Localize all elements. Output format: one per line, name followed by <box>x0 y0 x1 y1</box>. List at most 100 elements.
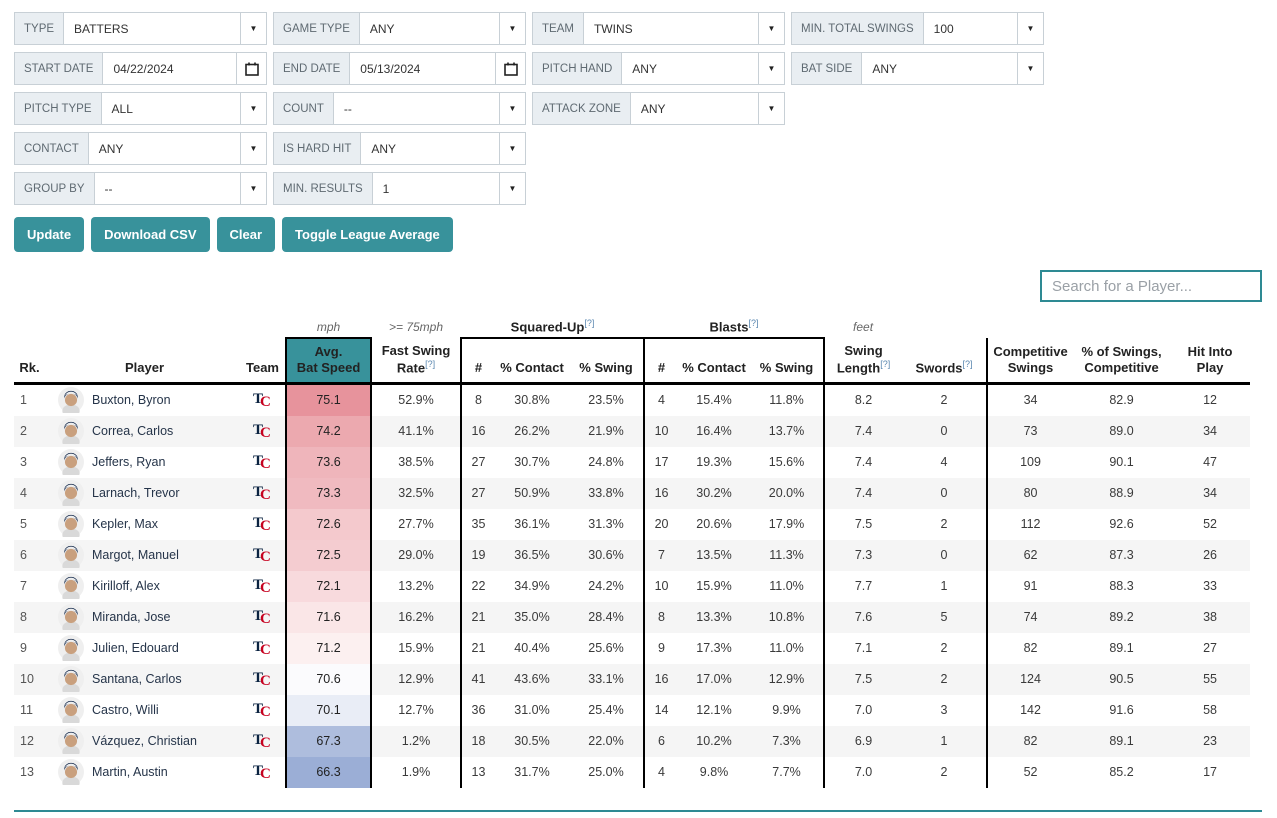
calendar-icon[interactable] <box>236 53 266 84</box>
col-blasts-swing[interactable]: % Swing <box>750 337 825 383</box>
player-name[interactable]: Correa, Carlos <box>92 424 174 438</box>
search-input[interactable] <box>1040 270 1262 302</box>
player-name[interactable]: Santana, Carlos <box>92 672 182 686</box>
col-squared-up-count[interactable]: # <box>460 337 495 383</box>
filter-value[interactable]: ALL <box>111 101 133 116</box>
filter-value[interactable]: -- <box>343 101 352 116</box>
fast-swing-rate-cell: 41.1% <box>398 424 434 438</box>
filter-control[interactable]: START DATE 04/22/2024 <box>14 52 267 85</box>
filter-value[interactable]: 1 <box>382 181 390 196</box>
chevron-down-icon[interactable]: ▼ <box>499 93 525 124</box>
rank-cell: 3 <box>20 455 27 469</box>
filter-value[interactable]: ANY <box>640 101 666 116</box>
help-icon[interactable]: [?] <box>880 358 891 369</box>
filter-control[interactable]: PITCH HAND ANY ▼ <box>532 52 785 85</box>
chevron-down-icon[interactable]: ▼ <box>240 13 266 44</box>
col-rank[interactable]: Rk. <box>19 360 40 376</box>
blasts-count-cell: 9 <box>643 632 679 664</box>
player-name[interactable]: Castro, Willi <box>92 703 159 717</box>
col-hit-into-play[interactable]: Hit Into Play <box>1187 344 1233 376</box>
col-fast-swing-rate[interactable]: Fast Swing Rate[?] <box>381 342 451 376</box>
action-button[interactable]: Toggle League Average <box>282 217 453 252</box>
calendar-icon[interactable] <box>495 53 525 84</box>
col-squared-up-swing[interactable]: % Swing <box>569 337 645 383</box>
col-swords[interactable]: Swords[?] <box>902 338 989 383</box>
chevron-down-icon[interactable]: ▼ <box>1017 13 1043 44</box>
filter-control[interactable]: GROUP BY -- ▼ <box>14 172 267 205</box>
chevron-down-icon[interactable]: ▼ <box>240 133 266 164</box>
col-pct-swings-competitive[interactable]: % of Swings, Competitive <box>1081 344 1162 376</box>
filter-control[interactable]: ATTACK ZONE ANY ▼ <box>532 92 785 125</box>
fast-swing-rate-cell: 27.7% <box>398 517 434 531</box>
filter-value[interactable]: ANY <box>872 61 898 76</box>
filter-control[interactable]: TYPE BATTERS ▼ <box>14 12 267 45</box>
filter-control[interactable]: PITCH TYPE ALL ▼ <box>14 92 267 125</box>
chevron-down-icon[interactable]: ▼ <box>499 133 525 164</box>
filter-control[interactable]: TEAM TWINS ▼ <box>532 12 785 45</box>
col-squared-up-contact[interactable]: % Contact <box>495 337 569 383</box>
help-icon[interactable]: [?] <box>748 318 759 329</box>
col-blasts-count[interactable]: # <box>643 337 679 383</box>
filter-control[interactable]: END DATE 05/13/2024 <box>273 52 526 85</box>
squared-up-group-label[interactable]: Squared-Up[?] <box>510 318 595 335</box>
player-name[interactable]: Kirilloff, Alex <box>92 579 160 593</box>
swing-length-cell: 7.5 <box>823 663 903 695</box>
squared-up-count-cell: 8 <box>460 383 495 416</box>
chevron-down-icon[interactable]: ▼ <box>758 53 784 84</box>
filter-control[interactable]: CONTACT ANY ▼ <box>14 132 267 165</box>
filter-value[interactable]: ANY <box>369 21 395 36</box>
filter-value[interactable]: ANY <box>632 61 657 76</box>
filter-value[interactable]: TWINS <box>593 21 633 36</box>
col-team[interactable]: Team <box>246 360 279 376</box>
blasts-swing-cell: 17.9% <box>768 517 805 531</box>
action-button[interactable]: Clear <box>216 217 276 252</box>
help-icon[interactable]: [?] <box>584 318 595 329</box>
help-icon[interactable]: [?] <box>425 358 436 369</box>
chevron-down-icon[interactable]: ▼ <box>240 173 266 204</box>
player-name[interactable]: Buxton, Byron <box>92 393 171 407</box>
squared-up-count-cell: 36 <box>460 694 495 726</box>
pct-swings-competitive-cell: 90.1 <box>1109 455 1134 469</box>
player-name[interactable]: Margot, Manuel <box>92 548 179 562</box>
player-name[interactable]: Kepler, Max <box>92 517 159 531</box>
filter-value[interactable]: 05/13/2024 <box>360 61 421 76</box>
filter-control[interactable]: COUNT -- ▼ <box>273 92 526 125</box>
chevron-down-icon[interactable]: ▼ <box>758 13 784 44</box>
player-name[interactable]: Miranda, Jose <box>92 610 171 624</box>
filter-value[interactable]: ANY <box>98 141 124 156</box>
player-name[interactable]: Vázquez, Christian <box>92 734 197 748</box>
filter-control[interactable]: IS HARD HIT ANY ▼ <box>273 132 526 165</box>
filter-value[interactable]: ANY <box>371 141 397 156</box>
filter-control[interactable]: MIN. TOTAL SWINGS 100 ▼ <box>791 12 1044 45</box>
filter-value[interactable]: -- <box>104 181 113 196</box>
help-icon[interactable]: [?] <box>962 358 973 369</box>
blasts-group-label[interactable]: Blasts[?] <box>709 318 759 335</box>
player-name[interactable]: Martin, Austin <box>92 765 168 779</box>
filter-value[interactable]: 04/22/2024 <box>113 61 174 76</box>
hit-into-play-cell: 12 <box>1203 393 1217 407</box>
blasts-count-cell: 14 <box>643 694 679 726</box>
filter-control[interactable]: GAME TYPE ANY ▼ <box>273 12 526 45</box>
col-swing-length[interactable]: Swing Length[?] <box>823 338 903 383</box>
chevron-down-icon[interactable]: ▼ <box>240 93 266 124</box>
player-name[interactable]: Julien, Edouard <box>92 641 179 655</box>
col-competitive-swings[interactable]: Competitive Swings <box>993 344 1068 376</box>
filter-control[interactable]: MIN. RESULTS 1 ▼ <box>273 172 526 205</box>
filter-control[interactable]: BAT SIDE ANY ▼ <box>791 52 1044 85</box>
blasts-swing-cell: 10.8% <box>768 610 805 624</box>
col-player[interactable]: Player <box>124 360 165 376</box>
chevron-down-icon[interactable]: ▼ <box>499 13 525 44</box>
chevron-down-icon[interactable]: ▼ <box>1017 53 1043 84</box>
filter-value[interactable]: 100 <box>933 21 954 36</box>
player-name[interactable]: Larnach, Trevor <box>92 486 180 500</box>
chevron-down-icon[interactable]: ▼ <box>758 93 784 124</box>
player-name[interactable]: Jeffers, Ryan <box>92 455 166 469</box>
col-blasts-contact[interactable]: % Contact <box>678 337 751 383</box>
filter-value[interactable]: BATTERS <box>74 21 129 36</box>
player-headshot-icon <box>58 665 84 696</box>
action-button[interactable]: Update <box>14 217 85 252</box>
chevron-down-icon[interactable]: ▼ <box>499 173 525 204</box>
squared-up-contact-cell: 40.4% <box>514 641 550 655</box>
action-button[interactable]: Download CSV <box>91 217 210 252</box>
col-avg-bat-speed[interactable]: Avg. Bat Speed <box>285 337 372 384</box>
